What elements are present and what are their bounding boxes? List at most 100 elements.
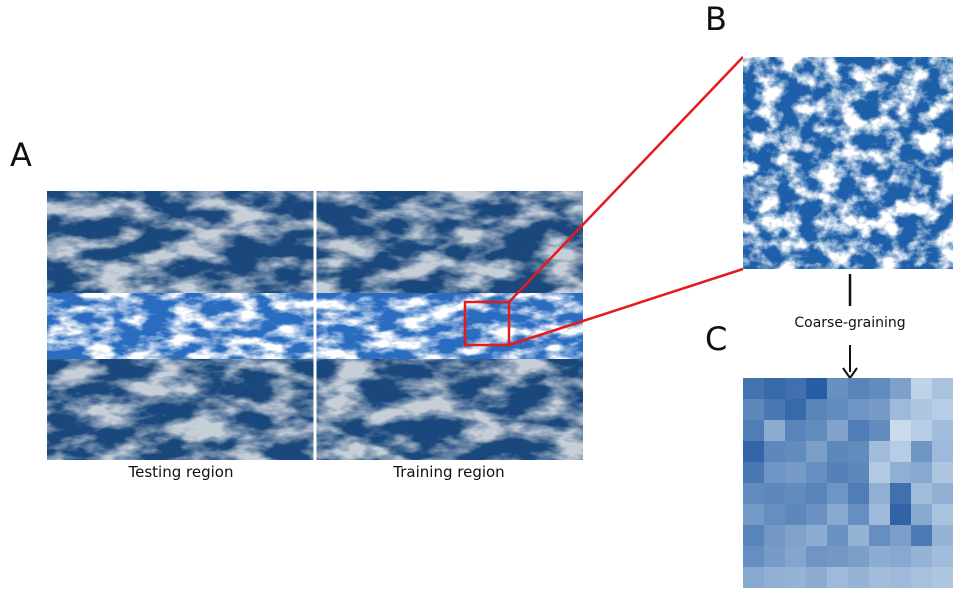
- grid-cell: [806, 567, 827, 588]
- grid-cell: [911, 420, 932, 441]
- grid-cell: [827, 504, 848, 525]
- grid-cell: [827, 462, 848, 483]
- grid-cell: [869, 441, 890, 462]
- grid-cell: [911, 462, 932, 483]
- grid-cell: [932, 483, 953, 504]
- grid-cell: [743, 378, 764, 399]
- grid-cell: [764, 525, 785, 546]
- grid-cell: [827, 567, 848, 588]
- grid-cell: [890, 420, 911, 441]
- grid-cell: [743, 504, 764, 525]
- grid-cell: [848, 420, 869, 441]
- grid-cell: [932, 378, 953, 399]
- grid-cell: [869, 378, 890, 399]
- grid-cell: [890, 483, 911, 504]
- grid-cell: [806, 462, 827, 483]
- grid-cell: [848, 483, 869, 504]
- grid-cell: [932, 504, 953, 525]
- grid-cell: [743, 420, 764, 441]
- grid-cell: [827, 378, 848, 399]
- grid-cell: [911, 378, 932, 399]
- grid-cell: [848, 546, 869, 567]
- grid-cell: [932, 399, 953, 420]
- grid-cell: [785, 441, 806, 462]
- grid-cell: [932, 546, 953, 567]
- grid-cell: [785, 483, 806, 504]
- testing-region-caption: Testing region: [128, 463, 234, 481]
- grid-cell: [764, 567, 785, 588]
- grid-cell: [743, 462, 764, 483]
- grid-cell: [890, 504, 911, 525]
- grid-cell: [743, 567, 764, 588]
- grid-cell: [869, 483, 890, 504]
- grid-cell: [848, 378, 869, 399]
- zoom-patch-clouds: [743, 57, 953, 269]
- grid-cell: [869, 420, 890, 441]
- grid-cell: [911, 441, 932, 462]
- panel-label-a: A: [10, 136, 32, 174]
- grid-cell: [827, 441, 848, 462]
- grid-cell: [785, 546, 806, 567]
- coarse-graining-caption: Coarse-graining: [794, 315, 906, 331]
- grid-cell: [806, 504, 827, 525]
- grid-cell: [806, 399, 827, 420]
- global-map: [47, 191, 583, 460]
- training-region-caption: Training region: [393, 463, 505, 481]
- sample-highlight-box: [463, 300, 511, 347]
- grid-cell: [890, 378, 911, 399]
- grid-cell: [911, 504, 932, 525]
- grid-cell: [764, 546, 785, 567]
- grid-cell: [764, 504, 785, 525]
- grid-cell: [869, 546, 890, 567]
- grid-cell: [890, 567, 911, 588]
- grid-cell: [785, 399, 806, 420]
- grid-cell: [827, 420, 848, 441]
- grid-cell: [848, 567, 869, 588]
- grid-cell: [890, 399, 911, 420]
- grid-cell: [932, 525, 953, 546]
- grid-cell: [827, 546, 848, 567]
- grid-cell: [806, 441, 827, 462]
- zoom-connector-top: [508, 56, 744, 303]
- grid-cell: [743, 483, 764, 504]
- grid-cell: [743, 546, 764, 567]
- grid-cell: [911, 567, 932, 588]
- coarse-grained-grid: [743, 378, 953, 588]
- zoomed-patch: [743, 57, 953, 269]
- panel-label-b: B: [705, 0, 727, 38]
- grid-cell: [743, 441, 764, 462]
- grid-cell: [764, 399, 785, 420]
- grid-cell: [806, 525, 827, 546]
- grid-cell: [764, 462, 785, 483]
- grid-cell: [764, 420, 785, 441]
- grid-cell: [785, 462, 806, 483]
- zoom-connector-bottom: [508, 267, 744, 347]
- grid-cell: [932, 420, 953, 441]
- grid-cell: [785, 378, 806, 399]
- grid-cell: [806, 483, 827, 504]
- grid-cell: [785, 567, 806, 588]
- grid-cell: [869, 567, 890, 588]
- grid-cell: [806, 420, 827, 441]
- grid-cell: [764, 483, 785, 504]
- grid-cell: [848, 525, 869, 546]
- grid-cell: [848, 462, 869, 483]
- grid-cell: [911, 399, 932, 420]
- grid-cell: [911, 483, 932, 504]
- grid-cell: [827, 525, 848, 546]
- grid-cell: [848, 441, 869, 462]
- grid-cell: [932, 441, 953, 462]
- grid-cell: [764, 441, 785, 462]
- grid-cell: [848, 399, 869, 420]
- panel-label-c: C: [705, 320, 728, 358]
- grid-cell: [869, 504, 890, 525]
- grid-cell: [911, 525, 932, 546]
- grid-cell: [890, 441, 911, 462]
- grid-cell: [743, 525, 764, 546]
- grid-cell: [785, 504, 806, 525]
- grid-cell: [764, 378, 785, 399]
- grid-cell: [869, 399, 890, 420]
- grid-cell: [848, 504, 869, 525]
- grid-cell: [890, 525, 911, 546]
